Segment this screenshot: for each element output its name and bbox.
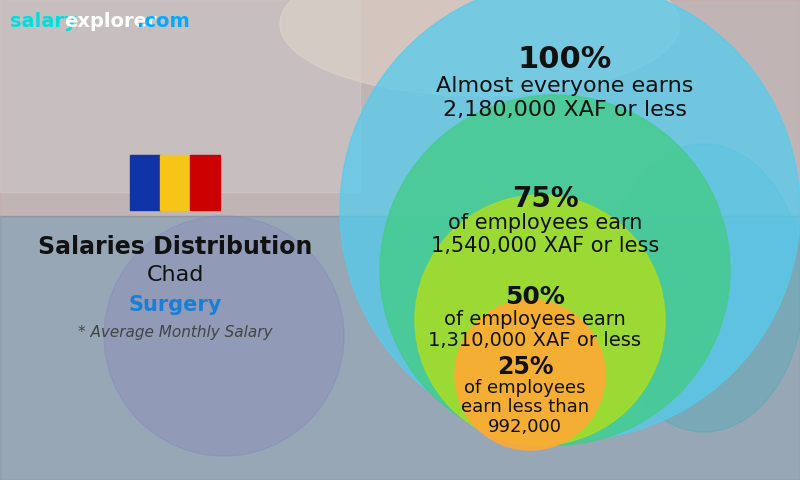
Text: Almost everyone earns: Almost everyone earns [436,76,694,96]
Ellipse shape [604,144,800,432]
Text: earn less than: earn less than [461,398,589,416]
Text: 25%: 25% [497,355,554,379]
Text: salary: salary [10,12,77,31]
Text: of employees earn: of employees earn [444,310,626,329]
Text: explorer: explorer [65,12,158,31]
Text: Surgery: Surgery [128,295,222,315]
Text: 992,000: 992,000 [488,418,562,436]
Circle shape [380,95,730,445]
Text: of employees earn: of employees earn [448,213,642,233]
Text: 75%: 75% [512,185,578,213]
Text: 50%: 50% [505,285,565,309]
Text: of employees: of employees [464,379,586,397]
Text: 1,310,000 XAF or less: 1,310,000 XAF or less [429,331,642,350]
Circle shape [340,0,800,440]
Bar [0,0,360,192]
Ellipse shape [104,216,344,456]
Bar [130,155,160,210]
Text: 1,540,000 XAF or less: 1,540,000 XAF or less [431,236,659,255]
Text: Salaries Distribution: Salaries Distribution [38,235,312,259]
Bar [0,216,800,480]
Text: * Average Monthly Salary: * Average Monthly Salary [78,325,272,340]
Bar [160,155,190,210]
Text: 2,180,000 XAF or less: 2,180,000 XAF or less [443,100,687,120]
Text: .com: .com [138,12,190,31]
Ellipse shape [280,0,680,96]
Text: 100%: 100% [518,45,612,74]
Bar [0,0,800,216]
Circle shape [455,300,605,450]
Text: Chad: Chad [146,265,204,285]
Circle shape [415,195,665,445]
Bar [190,155,220,210]
